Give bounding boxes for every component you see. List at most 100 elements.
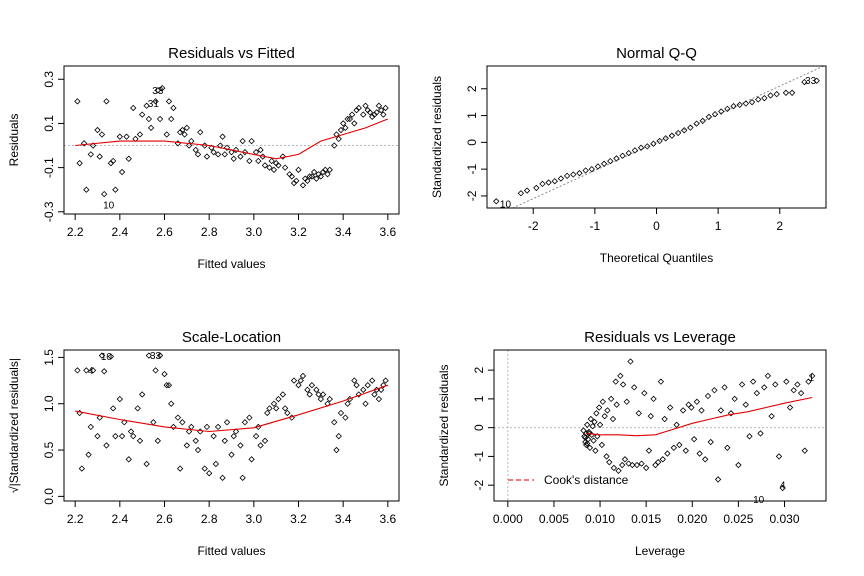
data-point xyxy=(125,456,132,463)
data-point xyxy=(621,456,629,463)
data-point xyxy=(698,407,705,414)
data-point xyxy=(101,368,108,375)
data-point xyxy=(340,120,347,127)
data-point xyxy=(533,184,540,192)
y-tick-label: 1 xyxy=(465,112,479,119)
data-point xyxy=(377,386,385,393)
data-point xyxy=(761,384,768,391)
data-point xyxy=(319,391,327,398)
data-point xyxy=(607,157,614,165)
data-point xyxy=(690,435,698,443)
data-point xyxy=(297,377,304,384)
data-point xyxy=(749,378,757,385)
data-point xyxy=(154,87,161,94)
data-point xyxy=(711,111,719,118)
data-point xyxy=(661,415,668,423)
data-point xyxy=(290,179,298,187)
data-point xyxy=(674,129,682,137)
x-tick-label: 2.6 xyxy=(156,512,173,526)
data-point xyxy=(107,353,115,360)
data-point xyxy=(112,432,119,440)
legend-label: Cook's distance xyxy=(544,473,629,487)
data-point xyxy=(676,441,683,449)
data-point xyxy=(304,386,311,393)
data-point xyxy=(221,437,228,444)
data-point xyxy=(631,384,638,391)
data-point xyxy=(96,414,103,421)
data-point xyxy=(619,152,626,159)
data-point xyxy=(590,437,597,444)
data-point xyxy=(742,100,750,107)
data-point xyxy=(735,461,742,469)
data-point xyxy=(650,140,657,147)
data-point xyxy=(613,401,620,408)
data-point xyxy=(599,398,606,405)
y-tick-label: 0.1 xyxy=(42,115,56,132)
data-point xyxy=(143,460,150,468)
x-tick-label: 0.005 xyxy=(539,512,569,526)
data-point xyxy=(670,444,677,451)
data-point xyxy=(261,437,269,444)
data-point xyxy=(257,146,264,154)
data-point xyxy=(210,432,217,440)
data-point xyxy=(612,378,619,385)
data-point xyxy=(194,446,202,454)
data-point xyxy=(704,392,712,400)
data-point xyxy=(194,151,202,158)
y-tick-label: -0.3 xyxy=(42,201,56,222)
x-tick-label: -1 xyxy=(590,219,601,233)
data-point xyxy=(197,129,204,136)
data-point xyxy=(170,423,177,431)
data-point xyxy=(322,166,329,173)
x-tick-label: 0.015 xyxy=(631,512,661,526)
y-tick-label: 0 xyxy=(472,424,486,431)
data-point xyxy=(118,168,126,176)
data-point xyxy=(80,140,88,147)
plot-frame xyxy=(63,65,400,215)
data-point xyxy=(96,153,103,160)
data-point xyxy=(353,107,360,114)
data-point xyxy=(237,153,244,160)
data-point xyxy=(587,415,594,423)
data-point xyxy=(369,377,376,384)
data-point xyxy=(768,412,775,420)
data-point xyxy=(373,109,380,116)
data-point xyxy=(109,157,117,165)
data-point xyxy=(594,433,601,440)
data-point xyxy=(595,404,603,411)
point-label-4: 4 xyxy=(88,366,94,377)
data-point xyxy=(652,461,659,469)
point-label-10: 10 xyxy=(101,352,113,363)
data-point xyxy=(107,160,115,167)
data-point xyxy=(83,367,90,374)
data-point xyxy=(702,456,709,463)
data-point xyxy=(371,391,378,398)
data-point xyxy=(625,149,632,157)
data-point xyxy=(724,105,731,113)
data-point xyxy=(748,99,756,106)
data-point xyxy=(351,120,358,127)
data-point xyxy=(239,474,246,482)
data-point xyxy=(206,470,213,477)
data-point xyxy=(230,155,237,162)
data-point xyxy=(185,428,193,435)
data-point xyxy=(493,198,500,205)
data-point xyxy=(333,131,340,138)
x-tick-label: 0.025 xyxy=(723,512,753,526)
y-tick-label: 0.0 xyxy=(42,488,56,505)
data-point xyxy=(782,89,790,96)
y-tick-label: -2 xyxy=(465,190,479,201)
data-point xyxy=(252,432,260,440)
data-point xyxy=(627,358,634,365)
data-point xyxy=(89,142,97,149)
data-point xyxy=(261,162,269,169)
data-point xyxy=(246,157,253,165)
data-point xyxy=(281,405,289,412)
data-point xyxy=(174,414,182,421)
y-tick-label: 1.5 xyxy=(42,349,56,366)
data-point xyxy=(275,162,282,169)
data-point xyxy=(346,115,354,123)
data-point xyxy=(685,401,692,408)
x-tick-label: 2.2 xyxy=(67,225,84,239)
data-point xyxy=(101,190,108,198)
